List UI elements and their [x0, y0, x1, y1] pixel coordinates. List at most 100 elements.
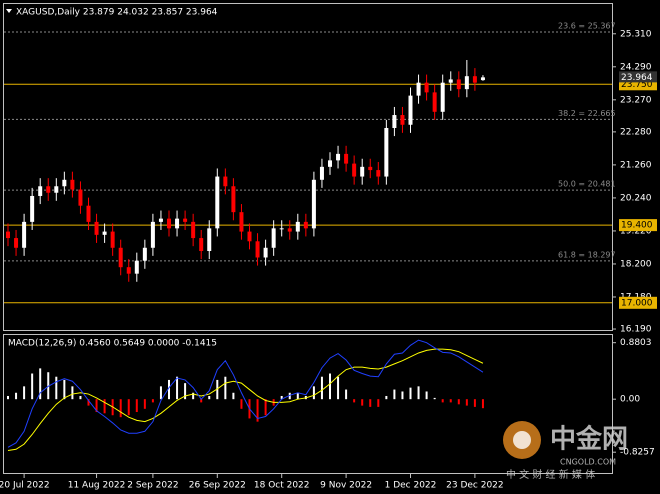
y-tick-label: 21.260: [620, 160, 652, 170]
candle-body: [158, 218, 163, 222]
histogram-bar: [320, 376, 323, 400]
candle-body: [207, 228, 212, 252]
candle-body: [78, 189, 83, 206]
histogram-bar: [103, 399, 106, 414]
candle-body: [344, 153, 349, 164]
candle-body: [142, 247, 147, 261]
main-panel-frame: [3, 3, 613, 331]
histogram-bar: [192, 392, 195, 400]
candle-body: [424, 82, 429, 93]
candle-body: [472, 76, 477, 83]
candle-body: [167, 218, 171, 229]
x-tick-label: 2 Sep 2022: [127, 481, 178, 491]
y-tick-label: 23.270: [620, 95, 652, 105]
price-label: 23.750: [621, 80, 653, 90]
candle-body: [46, 186, 51, 193]
candle-body: [231, 186, 236, 213]
candle-body: [432, 92, 437, 112]
y-tick-label: 24.290: [620, 62, 652, 72]
candle-body: [376, 170, 381, 177]
candle-body: [110, 231, 115, 248]
histogram-bar: [71, 386, 74, 400]
histogram-bar: [280, 395, 283, 400]
x-tick-label: 1 Dec 2022: [385, 481, 437, 491]
y-tick-label: 18.200: [620, 259, 652, 269]
histogram-bar: [184, 383, 187, 400]
y-tick-label: 16.190: [620, 325, 652, 335]
candle-body: [247, 231, 252, 242]
histogram-bar: [256, 399, 259, 422]
candle-body: [30, 195, 35, 222]
histogram-bar: [473, 399, 476, 407]
price-label-box: [619, 296, 657, 309]
histogram-bar: [224, 376, 227, 400]
histogram-bar: [63, 379, 66, 400]
histogram-bar: [232, 392, 235, 400]
candle-body: [102, 231, 107, 235]
y-tick-label: 0.8803: [620, 338, 652, 348]
histogram-bar: [176, 376, 179, 400]
histogram-bar: [55, 376, 58, 400]
candle-body: [311, 179, 316, 229]
candle-body: [480, 77, 485, 81]
candle-body: [14, 238, 19, 248]
candle-body: [336, 153, 341, 161]
candle-body: [464, 76, 469, 90]
y-tick-label: 22.280: [620, 127, 652, 137]
histogram-bar: [425, 391, 428, 400]
candle-body: [223, 176, 228, 187]
histogram-bar: [168, 379, 170, 400]
histogram-bar: [296, 392, 299, 400]
candle-body: [319, 166, 324, 180]
candle-body: [126, 267, 131, 274]
candle-body: [271, 228, 276, 248]
fib-label: 38.2 = 22.665: [558, 109, 616, 118]
x-tick-label: 18 Oct 2022: [254, 481, 310, 491]
price-label-box: [619, 219, 657, 232]
candle-body: [175, 218, 180, 229]
candle-body: [6, 231, 10, 239]
histogram-bar: [159, 386, 162, 400]
candle-body: [368, 166, 373, 171]
candle-body: [392, 115, 397, 128]
fib-label: 50.0 = 20.481: [558, 180, 616, 189]
candle-body: [150, 221, 155, 248]
y-tick-label: -0.8257: [620, 448, 655, 458]
candle-body: [360, 166, 365, 177]
macd-line: [7, 348, 484, 452]
macd-title: MACD(12,26,9) 0.4560 0.5649 0.0000 -0.14…: [8, 339, 217, 349]
candle-body: [199, 238, 204, 252]
candle-body: [70, 179, 75, 190]
candle-body: [134, 260, 139, 274]
histogram-bar: [39, 368, 42, 400]
histogram-bar: [288, 392, 291, 400]
candle-body: [54, 186, 59, 193]
candle-body: [38, 186, 43, 196]
histogram-bar: [417, 386, 420, 400]
candle-body: [94, 221, 99, 235]
histogram-bar: [345, 389, 348, 400]
histogram-bar: [79, 395, 82, 400]
histogram-bar: [465, 399, 468, 406]
price-label: 17.000: [621, 298, 653, 308]
histogram-bar: [369, 399, 372, 407]
macd-panel-frame: [3, 334, 613, 474]
candle-body: [22, 221, 27, 248]
histogram-bar: [23, 386, 26, 400]
x-tick-label: 9 Nov 2022: [320, 481, 372, 491]
histogram-bar: [409, 387, 412, 400]
histogram-bar: [95, 399, 98, 413]
histogram-bar: [31, 373, 34, 400]
histogram-bar: [47, 372, 50, 400]
candle-body: [448, 79, 453, 83]
price-label: 19.400: [621, 221, 653, 231]
x-tick-label: 26 Sep 2022: [189, 481, 246, 491]
candle-body: [86, 205, 91, 222]
watermark-site: CNGOLD.COM: [560, 458, 616, 467]
candle-body: [328, 160, 332, 167]
watermark-brand: 中金网: [550, 424, 628, 455]
histogram-bar: [216, 379, 219, 400]
histogram-bar: [433, 397, 436, 400]
chart-header: XAGUSD,Daily 23.879 24.032 23.857 23.964: [16, 8, 218, 18]
